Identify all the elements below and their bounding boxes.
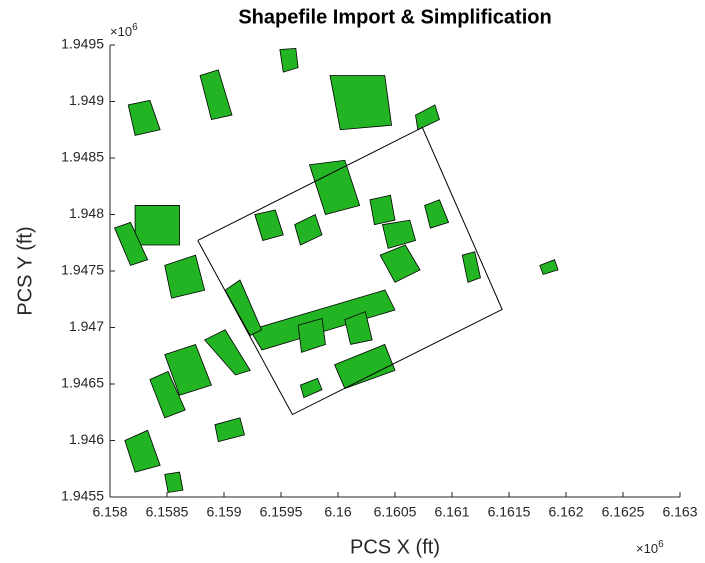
x-tick-label: 6.1615 (488, 504, 531, 520)
plot-area: 6.158 6.1585 6.159 6.1595 6.16 6.1605 6.161 6.1… (61, 36, 698, 520)
y-multiplier-base: ×10 (110, 24, 132, 39)
building (334, 343, 396, 390)
building (369, 194, 396, 226)
y-multiplier-exponent: 6 (132, 22, 138, 33)
building (461, 251, 481, 283)
y-tick-label: 1.948 (69, 205, 104, 221)
building (134, 205, 180, 246)
building (164, 254, 206, 299)
outline (197, 126, 503, 416)
y-tick-label: 1.9475 (61, 262, 104, 278)
x-tick-label: 6.159 (206, 504, 241, 520)
building (299, 377, 323, 399)
x-tick-label: 6.1585 (146, 504, 189, 520)
building (254, 209, 284, 241)
y-tick-label: 1.9455 (61, 488, 104, 504)
x-tick-label: 6.161 (434, 504, 469, 520)
y-tick-label: 1.946 (69, 431, 104, 447)
y-axis-label: PCS Y (ft) (14, 226, 36, 315)
x-tick-label: 6.162 (548, 504, 583, 520)
y-tick-label: 1.947 (69, 318, 104, 334)
y-tick-label: 1.949 (69, 92, 104, 108)
building (294, 213, 323, 246)
building (149, 371, 186, 419)
building (424, 199, 450, 229)
x-tick-label: 6.1625 (602, 504, 645, 520)
building (344, 311, 373, 345)
building (127, 99, 161, 136)
building (124, 429, 161, 473)
x-axis-label: PCS X (ft) (350, 536, 440, 558)
y-multiplier: ×106 (110, 22, 138, 40)
building (279, 47, 299, 73)
building (164, 471, 184, 493)
building (199, 69, 233, 121)
x-multiplier: ×106 (636, 539, 664, 557)
building (539, 259, 559, 275)
chart-title: Shapefile Import & Simplification (238, 6, 551, 28)
x-tick-label: 6.163 (662, 504, 697, 520)
building (379, 244, 421, 283)
building (308, 159, 361, 215)
y-tick-label: 1.9495 (61, 36, 104, 52)
building (224, 279, 263, 336)
x-multiplier-exponent: 6 (658, 539, 664, 550)
x-tick-label: 6.158 (92, 504, 127, 520)
x-tick-label: 6.1605 (374, 504, 417, 520)
building (114, 221, 149, 266)
y-tick-label: 1.9465 (61, 375, 104, 391)
x-multiplier-base: ×10 (636, 541, 658, 556)
building (381, 219, 417, 249)
building (164, 343, 212, 396)
y-tick-label: 1.9485 (61, 149, 104, 165)
building (214, 417, 246, 443)
x-tick-label: 6.16 (324, 504, 351, 520)
building (415, 104, 440, 131)
building (297, 317, 326, 353)
building (203, 329, 251, 376)
building (329, 75, 393, 131)
x-tick-label: 6.1595 (260, 504, 303, 520)
